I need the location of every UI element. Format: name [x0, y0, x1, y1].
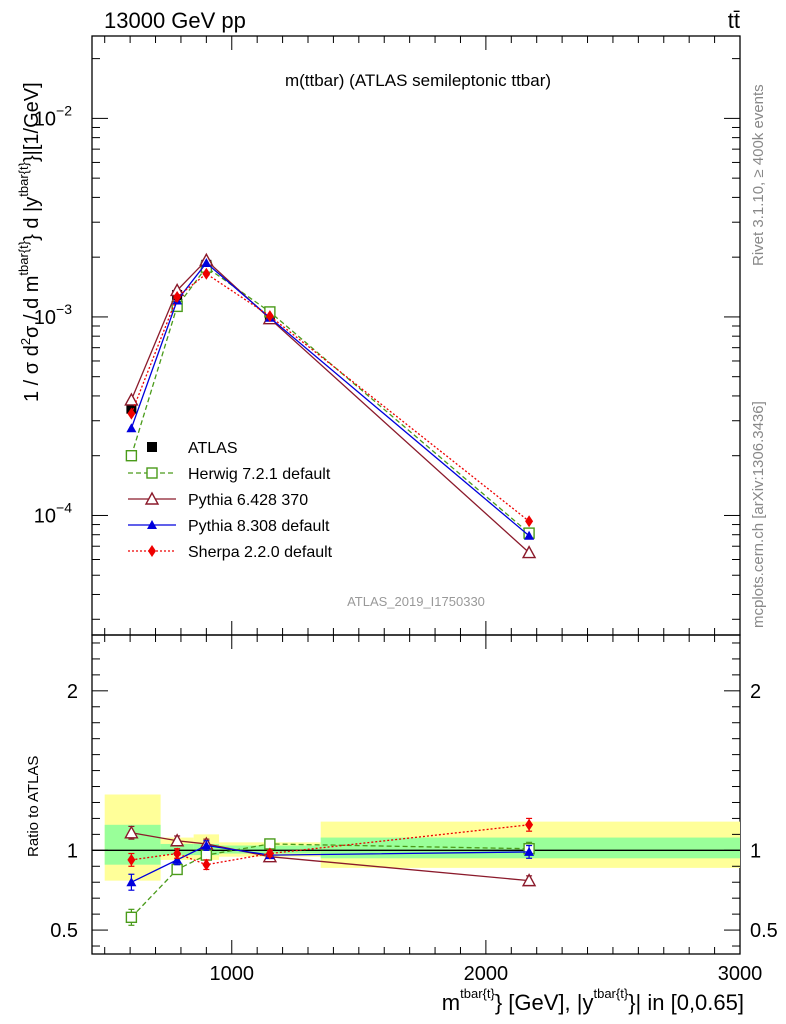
- x-tick-label: 2000: [464, 963, 509, 985]
- ratio-y-tick-label-right: 0.5: [750, 920, 778, 942]
- y-tick-label-base: 10: [34, 108, 56, 130]
- ratio-panel-frame: [91, 634, 741, 955]
- data-point: [147, 442, 157, 452]
- ratio-y-tick-label: 0.5: [50, 920, 78, 942]
- data-point: [201, 257, 212, 267]
- data-point: [148, 545, 156, 557]
- data-point: [265, 310, 274, 323]
- series-line: [130, 272, 530, 522]
- main-series-2: [124, 252, 537, 559]
- ylabel-part-2: σ / d m: [21, 276, 43, 338]
- legend-label: Pythia 8.308 default: [188, 518, 330, 535]
- data-point: [200, 849, 213, 861]
- ratio-y-tick-label: 1: [67, 840, 78, 862]
- y-tick-label-base: 10: [34, 307, 56, 329]
- ylabel-sup-1: 2: [18, 338, 33, 345]
- y-tick-label: 10−2: [34, 102, 72, 130]
- main-y-axis-label: 1 / σ d2σ / d mtbar{t}} d |ytbar{t}}|[1/…: [16, 82, 43, 402]
- data-point: [171, 863, 183, 876]
- xlabel-part-3: }| in [0,0.65]: [628, 990, 744, 1015]
- data-point: [173, 847, 182, 860]
- legend-item: Sherpa 2.2.0 default: [128, 544, 333, 561]
- xlabel-sup-1: tbar{t}: [460, 986, 495, 1001]
- ratio-y-tick-label-right: 1: [750, 840, 761, 862]
- x-tick-label: 3000: [718, 963, 763, 985]
- data-point: [124, 825, 139, 839]
- mcplots-label: mcplots.cern.ch [arXiv:1306.3436]: [750, 401, 767, 628]
- y-tick-label: 10−3: [34, 301, 72, 329]
- x-axis-label: mtbar{t}} [GeV], |ytbar{t}}| in [0,0.65]: [442, 986, 744, 1015]
- data-point: [265, 847, 274, 860]
- data-point: [146, 467, 158, 479]
- y-tick-label-exponent: −3: [56, 301, 72, 317]
- data-point: [173, 291, 182, 304]
- legend-item: Herwig 7.2.1 default: [128, 466, 331, 483]
- rivet-label: Rivet 3.1.10, ≥ 400k events: [750, 84, 767, 266]
- data-point: [125, 450, 138, 462]
- legend-label: Herwig 7.2.1 default: [188, 466, 331, 483]
- legend-label: Sherpa 2.2.0 default: [188, 544, 333, 561]
- ylabel-part-1: 1 / σ d: [21, 345, 43, 402]
- y-tick-label: 10−4: [34, 499, 72, 527]
- data-point: [521, 545, 537, 559]
- data-point: [124, 392, 139, 406]
- legend-item: Pythia 8.308 default: [128, 518, 330, 535]
- ylabel-part-3: } d |y: [21, 197, 43, 241]
- series-line: [130, 266, 530, 534]
- ylabel-part-4: }|[1/GeV]: [21, 82, 43, 162]
- y-tick-label-exponent: −4: [56, 499, 72, 515]
- data-point: [126, 877, 137, 887]
- data-point: [525, 515, 534, 528]
- ratio-series-3: [127, 817, 534, 871]
- data-point: [126, 423, 137, 433]
- legend-item: Pythia 6.428 370: [128, 491, 308, 509]
- ratio-y-tick-label: 2: [67, 681, 78, 703]
- process-label: tt̄: [728, 8, 740, 33]
- ylabel-sup-3: tbar{t}: [16, 161, 31, 196]
- data-point: [147, 520, 157, 529]
- main-series-4: [127, 267, 534, 528]
- main-chart-title: m(ttbar) (ATLAS semileptonic ttbar): [285, 71, 551, 90]
- data-point: [202, 858, 211, 871]
- xlabel-sup-2: tbar{t}: [593, 986, 628, 1001]
- legend-label: Pythia 6.428 370: [188, 492, 308, 509]
- watermark: ATLAS_2019_I1750330: [347, 594, 485, 609]
- x-tick-label: 1000: [210, 963, 255, 985]
- data-point: [264, 838, 276, 850]
- ratio-y-axis-label: Ratio to ATLAS: [25, 756, 42, 857]
- data-point: [125, 911, 138, 924]
- data-point: [169, 833, 185, 847]
- data-point: [202, 267, 211, 280]
- xlabel-part-1: m: [442, 990, 460, 1015]
- legend-item: ATLAS: [147, 440, 238, 457]
- ratio-y-tick-label-right: 2: [750, 681, 761, 703]
- data-point: [201, 840, 212, 850]
- data-point: [524, 846, 535, 856]
- energy-label: 13000 GeV pp: [104, 8, 246, 33]
- ylabel-sup-2: tbar{t}: [16, 240, 31, 275]
- data-point: [525, 818, 534, 831]
- data-point: [524, 530, 535, 540]
- data-point: [127, 407, 136, 420]
- y-tick-label-exponent: −2: [56, 102, 72, 118]
- legend-label: ATLAS: [188, 440, 238, 457]
- data-point: [521, 873, 537, 887]
- y-tick-label-base: 10: [34, 505, 56, 527]
- data-point: [127, 853, 136, 866]
- data-point: [144, 491, 160, 505]
- xlabel-part-2: } [GeV], |y: [495, 990, 594, 1015]
